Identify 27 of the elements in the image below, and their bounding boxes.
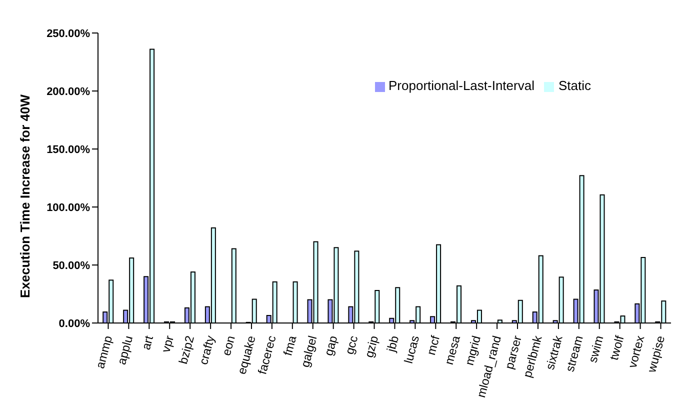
x-tick-label: gap (322, 334, 340, 358)
x-tick-label: jbb (384, 334, 402, 354)
x-tick-label: applu (114, 334, 136, 366)
x-tick-label: fma (280, 334, 300, 358)
x-tick-label: swim (586, 334, 606, 364)
x-tick-label: gzip (362, 334, 382, 360)
legend-label: Proportional-Last-Interval (388, 78, 534, 93)
x-tick-label: vpr (158, 334, 177, 354)
x-tick-label: mcf (424, 334, 443, 356)
x-tick-label: twolf (606, 334, 627, 362)
x-tick-label: mgrid (462, 334, 484, 367)
y-tick-label: 50.00% (52, 260, 90, 272)
x-tick-label: gcc (342, 334, 361, 356)
y-axis-title: Execution Time Increase for 40W (18, 94, 33, 298)
y-tick-label: 100.00% (46, 202, 90, 214)
x-tick-label: crafty (196, 334, 218, 366)
x-tick-label: ammp (92, 334, 116, 370)
y-tick-label: 200.00% (46, 86, 90, 98)
x-tick-label: lucas (401, 334, 422, 365)
x-tick-label: galgel (298, 334, 320, 369)
y-tick-label: 250.00% (46, 28, 90, 40)
y-tick-label: 0.00% (58, 318, 90, 330)
x-tick-label: mesa (442, 334, 464, 366)
legend-label: Static (558, 78, 591, 93)
y-tick-label: 150.00% (46, 144, 90, 156)
x-tick-label: bzip2 (176, 334, 198, 366)
x-tick-label: art (138, 334, 156, 352)
